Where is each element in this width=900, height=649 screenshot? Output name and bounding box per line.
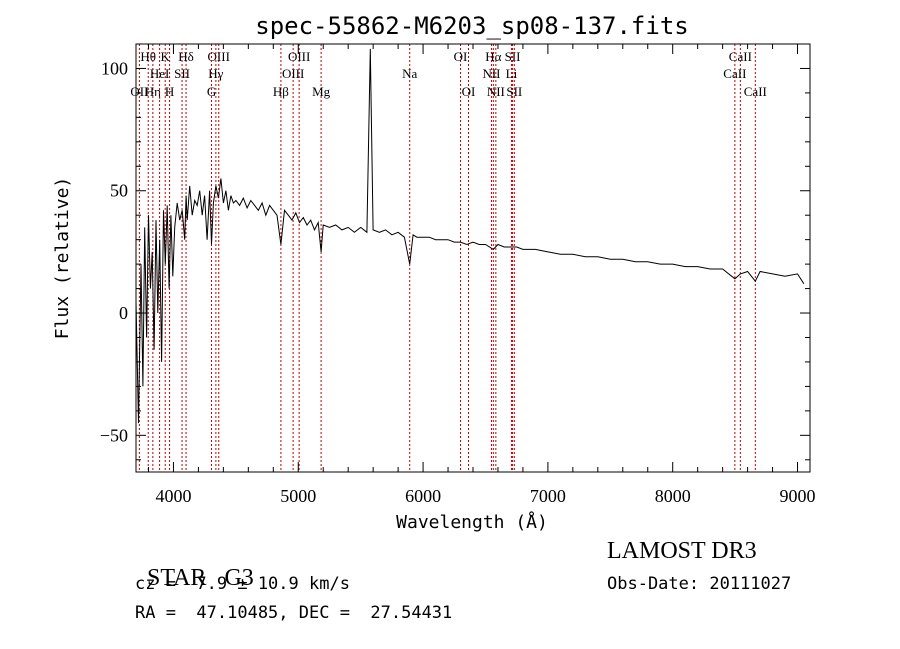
line-marker-label: Mg: [312, 84, 331, 99]
line-marker-label: H: [165, 84, 174, 99]
spectrum-line: [135, 48, 805, 424]
x-tick-label: 9000: [780, 486, 816, 506]
line-marker-label: OIII: [208, 49, 230, 64]
line-marker-label: Hγ: [208, 66, 223, 81]
line-marker-label: OI: [454, 49, 468, 64]
line-marker-label: Li: [506, 66, 518, 81]
line-marker-label: K: [161, 49, 171, 64]
line-marker-label: CaII: [744, 84, 767, 99]
line-marker-label: CaII: [723, 66, 746, 81]
survey-label: LAMOST DR3: [607, 538, 757, 564]
line-marker-label: OIII: [288, 49, 310, 64]
x-tick-label: 6000: [405, 486, 441, 506]
plot-frame: [135, 43, 811, 473]
x-tick-label: 8000: [655, 486, 691, 506]
y-tick-label: −50: [100, 425, 128, 445]
x-tick-label: 4000: [155, 486, 191, 506]
y-tick-label: 0: [119, 303, 128, 323]
object-class: STAR G3: [135, 538, 254, 592]
y-tick-label: 100: [101, 58, 128, 78]
obs-date-label: Obs-Date: 20111027: [607, 574, 792, 594]
line-marker-label: OIII: [282, 66, 304, 81]
line-marker-label: SII: [174, 66, 190, 81]
line-marker-label: HeI: [150, 66, 170, 81]
coordinates-label: RA = 47.10485, DEC = 27.54431: [135, 603, 453, 623]
line-marker-label: Hβ: [273, 84, 289, 99]
subclass-label: G3: [224, 565, 254, 591]
x-tick-label: 5000: [280, 486, 316, 506]
line-marker-label: Hη: [145, 84, 161, 99]
chart-title: spec-55862-M6203_sp08-137.fits: [255, 12, 688, 40]
line-marker-label: SII: [506, 84, 522, 99]
line-marker-label: Hδ: [178, 49, 194, 64]
line-marker-label: OI: [462, 84, 476, 99]
line-marker-label: NII: [487, 84, 505, 99]
y-axis-label: Flux (relative): [52, 177, 73, 340]
x-axis-label: Wavelength (Å): [396, 511, 548, 533]
line-marker-label: Hθ: [140, 49, 156, 64]
line-marker-label: NII: [482, 66, 500, 81]
redshift-label: cz = 7.9 ± 10.9 km/s: [135, 574, 350, 594]
line-marker-label: OII: [130, 84, 148, 99]
class-label: STAR: [147, 565, 207, 591]
x-tick-label: 7000: [530, 486, 566, 506]
y-tick-label: 50: [110, 181, 128, 201]
line-marker-label: SII: [505, 49, 521, 64]
line-marker-label: Na: [402, 66, 417, 81]
line-marker-label: G: [207, 84, 216, 99]
line-marker-label: Hα: [485, 49, 501, 64]
line-marker-label: CaII: [729, 49, 752, 64]
